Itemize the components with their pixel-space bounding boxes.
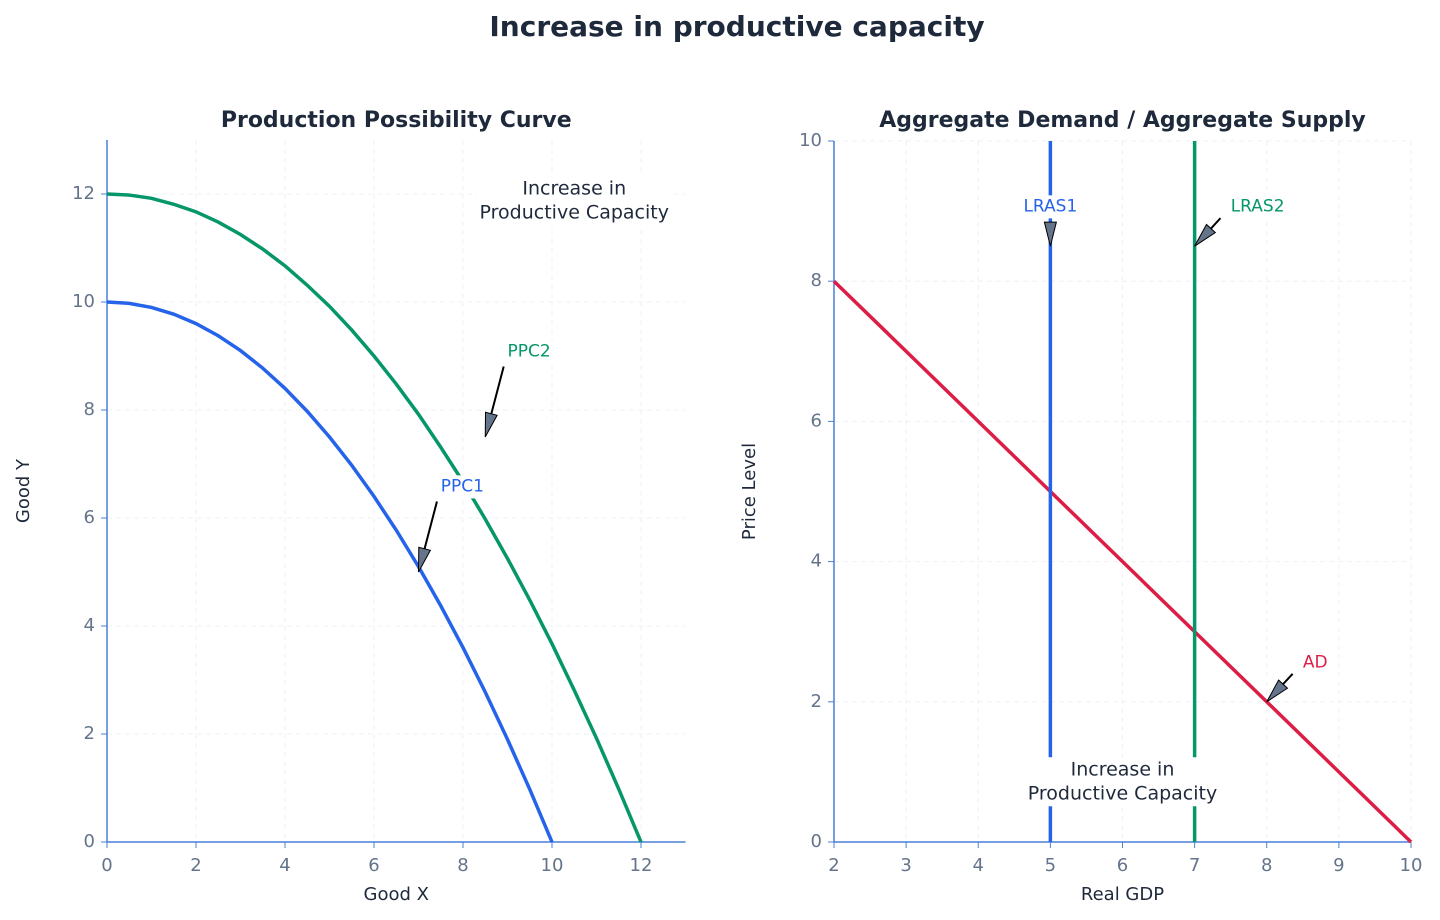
y-axis-label: Good Y [13, 458, 34, 523]
y-tick-label: 12 [72, 183, 95, 204]
x-tick-label: 10 [541, 855, 564, 876]
annotation-arrowhead [1043, 221, 1058, 247]
annotation-arrow [1282, 673, 1294, 685]
series-line [106, 300, 554, 843]
series-line [832, 279, 1413, 844]
x-axis-label: Real GDP [1081, 884, 1164, 905]
annotation-arrow [1210, 217, 1222, 230]
x-tick-label: 5 [1045, 855, 1056, 876]
y-tick-label: 4 [811, 551, 822, 572]
y-axis-label: Price Level [739, 443, 760, 540]
x-tick-label: 8 [1261, 855, 1272, 876]
annotation: LRAS2 [1228, 195, 1287, 219]
x-tick-label: 6 [368, 855, 379, 876]
x-tick-label: 12 [630, 855, 653, 876]
x-tick-label: 8 [457, 855, 468, 876]
x-tick-label: 2 [190, 855, 201, 876]
y-tick-label: 2 [811, 691, 822, 712]
x-tick-label: 3 [900, 855, 911, 876]
y-tick-label: 6 [811, 410, 822, 431]
annotation-arrowhead [1266, 679, 1289, 703]
x-axis-label: Good X [364, 884, 429, 905]
annotation: AD [1300, 651, 1330, 675]
annotation-arrow [423, 501, 438, 550]
x-tick-label: 4 [973, 855, 984, 876]
x-tick-label: 2 [828, 855, 839, 876]
y-tick-label: 0 [84, 831, 95, 852]
y-tick-label: 10 [799, 130, 822, 151]
annotation: Increase in Productive Capacity [477, 176, 671, 226]
y-tick-label: 0 [811, 831, 822, 852]
subplot-title: Production Possibility Curve [221, 108, 572, 133]
annotation-arrowhead [1194, 223, 1217, 247]
x-tick-label: 7 [1189, 855, 1200, 876]
subplot-title: Aggregate Demand / Aggregate Supply [879, 108, 1366, 133]
y-tick-label: 8 [811, 270, 822, 291]
annotation: PPC2 [505, 340, 553, 364]
x-tick-label: 6 [1117, 855, 1128, 876]
x-tick-label: 0 [101, 855, 112, 876]
x-tick-label: 10 [1400, 855, 1423, 876]
annotation-arrow [490, 366, 505, 415]
y-tick-label: 10 [72, 291, 95, 312]
annotation: LRAS1 [1021, 195, 1080, 219]
annotation-arrowhead [418, 546, 432, 573]
x-tick-label: 4 [279, 855, 290, 876]
x-tick-label: 9 [1333, 855, 1344, 876]
y-tick-label: 2 [84, 723, 95, 744]
annotation-arrowhead [484, 411, 498, 438]
y-tick-label: 4 [84, 615, 95, 636]
y-tick-label: 6 [84, 507, 95, 528]
annotation: PPC1 [438, 475, 486, 499]
figure-title: Increase in productive capacity [489, 10, 984, 43]
y-tick-label: 8 [84, 399, 95, 420]
annotation: Increase in Productive Capacity [1025, 757, 1220, 807]
series-line [106, 192, 643, 843]
